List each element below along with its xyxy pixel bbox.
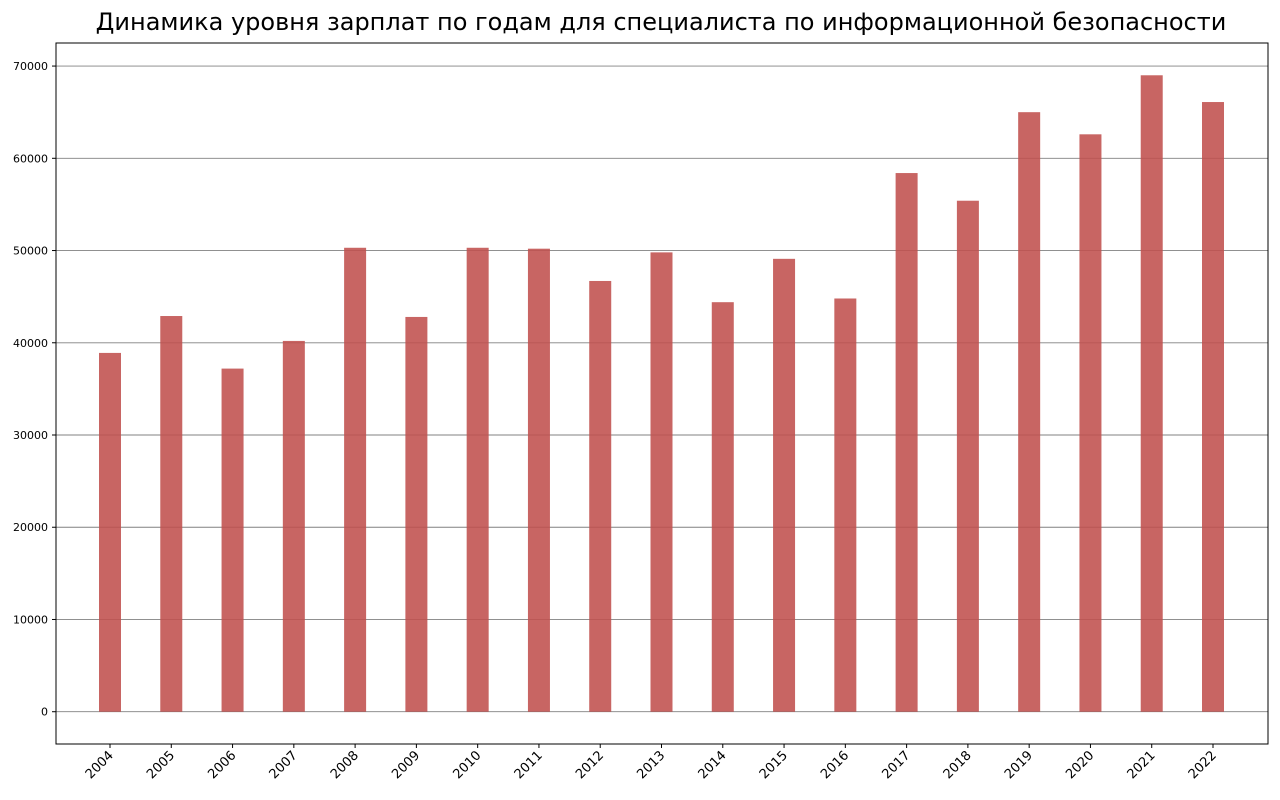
bars <box>99 75 1224 712</box>
chart-title: Динамика уровня зарплат по годам для спе… <box>95 8 1227 36</box>
y-tick-label: 20000 <box>13 521 48 534</box>
x-tick-label: 2018 <box>941 748 975 782</box>
x-tick-label: 2009 <box>389 748 423 782</box>
bar-2008 <box>344 247 367 712</box>
bar-2009 <box>405 316 428 712</box>
x-tick-label: 2008 <box>328 748 362 782</box>
bar-2015 <box>773 258 796 712</box>
bar-2004 <box>99 352 121 712</box>
bar-2019 <box>1018 112 1041 712</box>
x-tick-label: 2017 <box>879 748 913 782</box>
bar-2014 <box>711 302 734 712</box>
bar-2016 <box>834 298 857 712</box>
bar-2012 <box>589 280 612 712</box>
y-tick-label: 60000 <box>13 152 48 165</box>
x-tick-label: 2019 <box>1002 748 1036 782</box>
x-tick-label: 2007 <box>267 748 301 782</box>
bar-2018 <box>956 200 979 712</box>
y-tick-label: 50000 <box>13 245 48 258</box>
x-tick-label: 2014 <box>696 748 730 782</box>
bar-2007 <box>282 340 305 712</box>
x-tick-label: 2006 <box>205 748 239 782</box>
y-tick-label: 0 <box>41 706 48 719</box>
x-tick-label: 2004 <box>83 748 117 782</box>
x-axis-ticks: 2004 2005 2006 2007 2008 2009 2010 2011 2012 2013… <box>83 744 1220 782</box>
y-tick-label: 30000 <box>13 429 48 442</box>
y-tick-label: 70000 <box>13 60 48 73</box>
x-tick-label: 2020 <box>1063 748 1097 782</box>
bar-2021 <box>1140 75 1163 712</box>
bar-2005 <box>160 316 183 712</box>
y-axis-ticks: 0 10000 20000 30000 40000 50000 60000 70000 <box>13 60 56 719</box>
x-tick-label: 2015 <box>757 748 791 782</box>
bar-2022 <box>1202 102 1224 712</box>
x-tick-label: 2022 <box>1186 748 1220 782</box>
bar-2011 <box>527 248 550 712</box>
x-tick-label: 2010 <box>450 748 484 782</box>
x-tick-label: 2016 <box>818 748 852 782</box>
x-tick-label: 2005 <box>144 748 178 782</box>
y-tick-label: 40000 <box>13 337 48 350</box>
x-tick-label: 2011 <box>512 748 546 782</box>
y-tick-label: 10000 <box>13 613 48 626</box>
bar-2013 <box>650 252 673 712</box>
x-tick-label: 2012 <box>573 748 607 782</box>
bar-2010 <box>466 247 489 712</box>
x-tick-label: 2013 <box>634 748 668 782</box>
bar-2017 <box>895 173 918 712</box>
bar-2006 <box>221 368 244 712</box>
x-tick-label: 2021 <box>1125 748 1159 782</box>
bar-2020 <box>1079 134 1102 712</box>
